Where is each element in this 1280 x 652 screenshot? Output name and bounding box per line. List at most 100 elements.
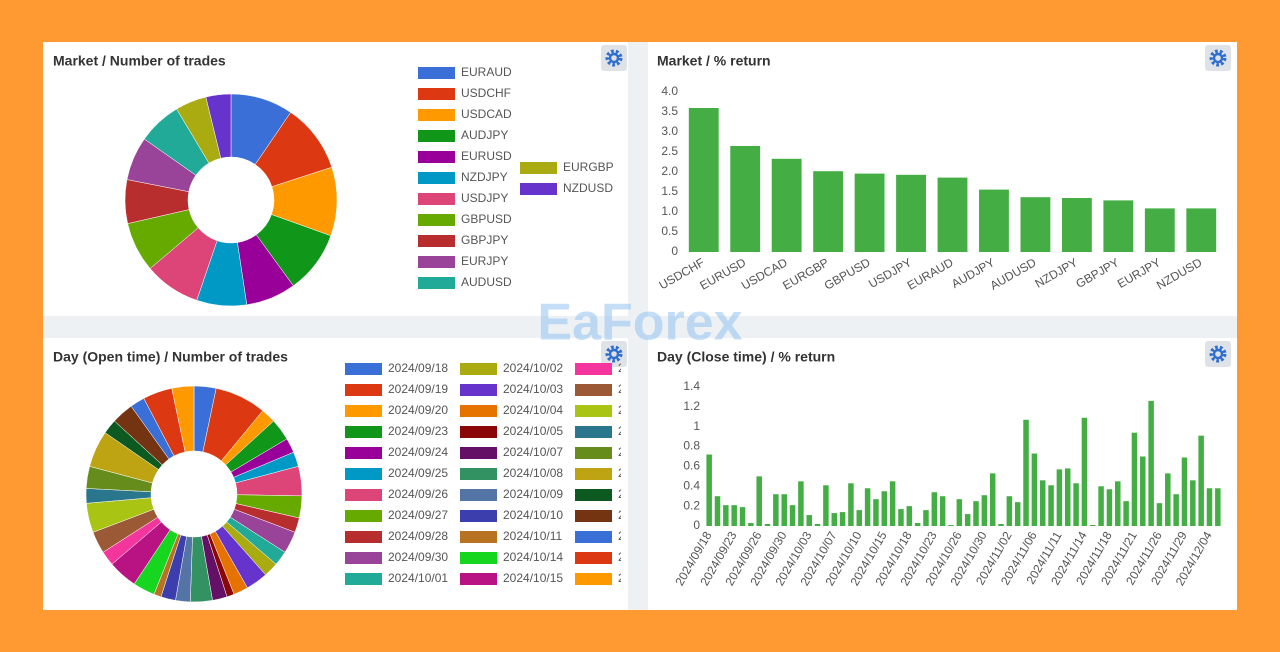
bar xyxy=(1165,473,1171,526)
legend-swatch xyxy=(575,447,612,459)
y-tick-label: 1.2 xyxy=(683,399,700,413)
legend-label: 2024/09/23 xyxy=(388,424,448,438)
legend-label: EURJPY xyxy=(461,254,508,268)
legend-swatch xyxy=(460,447,497,459)
y-tick-label: 3.5 xyxy=(661,104,678,118)
settings-button[interactable] xyxy=(1205,45,1231,71)
legend-swatch xyxy=(345,489,382,501)
legend-label: 2024/10/10 xyxy=(503,508,563,522)
bar xyxy=(1014,502,1021,526)
bar xyxy=(889,481,896,526)
legend-swatch xyxy=(345,573,382,585)
bar xyxy=(1123,501,1129,526)
bar xyxy=(1064,468,1071,526)
gear-core xyxy=(608,52,620,64)
bar xyxy=(714,496,721,526)
bar xyxy=(864,488,871,526)
legend-label: 2024/10/15 xyxy=(503,571,563,585)
legend-swatch xyxy=(345,510,382,522)
bar xyxy=(856,510,863,526)
legend-swatch xyxy=(418,235,455,247)
legend-label: 2024/09/24 xyxy=(388,445,448,459)
y-tick-label: 0.4 xyxy=(683,478,700,492)
bar xyxy=(739,507,746,526)
legend-label: 2024/09/30 xyxy=(388,550,448,564)
bar xyxy=(1115,481,1121,526)
panel-title: Day (Close time) / % return xyxy=(657,349,835,365)
bar xyxy=(1103,200,1134,252)
settings-button[interactable] xyxy=(601,45,627,71)
legend-swatch xyxy=(345,405,382,417)
bar xyxy=(854,173,885,252)
bar xyxy=(731,505,737,526)
legend-swatch xyxy=(460,552,497,564)
legend-swatch xyxy=(575,531,612,543)
bar xyxy=(998,524,1004,526)
button-bg xyxy=(601,341,627,367)
bar xyxy=(948,525,954,526)
bar xyxy=(881,491,888,526)
bar xyxy=(1198,435,1204,526)
settings-button[interactable] xyxy=(601,341,627,367)
bar xyxy=(1081,417,1088,526)
bar xyxy=(956,499,963,526)
bar xyxy=(798,481,804,526)
legend-swatch xyxy=(418,109,455,121)
bar xyxy=(748,523,754,526)
bar xyxy=(839,512,846,526)
legend-label: 2024/09/20 xyxy=(388,403,448,417)
legend-swatch xyxy=(345,447,382,459)
legend-swatch xyxy=(345,384,382,396)
bar xyxy=(1048,485,1054,526)
gear xyxy=(605,49,623,67)
button-bg xyxy=(1205,341,1231,367)
legend-label: 2024/10/08 xyxy=(503,466,563,480)
bar xyxy=(1089,525,1096,526)
bar xyxy=(1181,457,1188,526)
legend-label: AUDUSD xyxy=(461,275,512,289)
gear xyxy=(1209,345,1227,363)
legend-swatch xyxy=(575,510,612,522)
bar xyxy=(1173,494,1179,526)
legend-label: EURGBP xyxy=(563,160,614,174)
legend-swatch xyxy=(460,426,497,438)
bar xyxy=(781,494,787,526)
bar xyxy=(873,499,879,526)
legend-label: 2024/10/11 xyxy=(503,529,562,543)
bar xyxy=(764,524,771,526)
gear-core xyxy=(1212,348,1224,360)
watermark: EaForex xyxy=(537,294,742,352)
legend-label: USDCHF xyxy=(461,86,511,100)
gear-core xyxy=(608,348,620,360)
legend-label: 2024/09/18 xyxy=(388,361,448,375)
legend-swatch xyxy=(418,256,455,268)
settings-button[interactable] xyxy=(1205,341,1231,367)
bar xyxy=(1039,480,1046,526)
bar xyxy=(756,476,762,526)
panel-title: Day (Open time) / Number of trades xyxy=(53,349,288,365)
bar xyxy=(1144,208,1175,252)
legend-label: 2 xyxy=(618,550,625,564)
pie-slice xyxy=(171,385,195,453)
legend-swatch xyxy=(575,426,612,438)
bar xyxy=(1186,208,1217,252)
legend-label: 2024/10/07 xyxy=(503,445,563,459)
bar xyxy=(1020,197,1051,252)
legend-swatch xyxy=(460,573,497,585)
bar xyxy=(789,505,796,526)
y-tick-label: 1 xyxy=(693,419,700,433)
legend-label: EURUSD xyxy=(461,149,512,163)
bar xyxy=(981,495,988,526)
legend-label: NZDJPY xyxy=(461,170,508,184)
legend-label: AUDJPY xyxy=(461,128,508,142)
legend-label: 2024/10/01 xyxy=(388,571,448,585)
y-tick-label: 4.0 xyxy=(661,84,678,98)
y-tick-label: 1.5 xyxy=(661,184,678,198)
gear-buttons xyxy=(601,45,1231,367)
bar xyxy=(723,505,729,526)
bar xyxy=(1061,198,1092,252)
bar xyxy=(931,492,938,526)
legend-label: 2 xyxy=(618,445,625,459)
bar xyxy=(906,506,913,526)
